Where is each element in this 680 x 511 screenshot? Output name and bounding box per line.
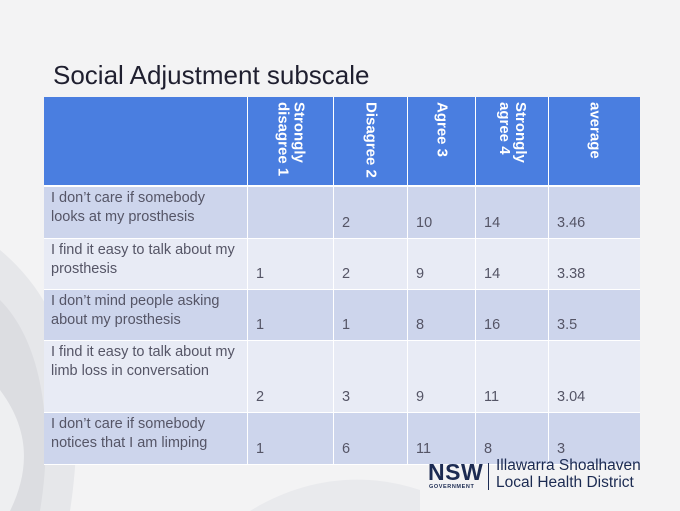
cell-strongly-disagree [248, 187, 334, 239]
cell-strongly-agree: 14 [476, 187, 549, 239]
row-statement: I don’t care if somebody notices that I … [44, 413, 248, 465]
district-name-line2: Local Health District [496, 474, 634, 491]
cell-average: 3.46 [549, 187, 640, 239]
slide-title: Social Adjustment subscale [53, 60, 370, 90]
header-cell-disagree: Disagree 2 [334, 97, 408, 187]
header-cell-strongly-agree: Strongly agree 4 [476, 97, 549, 187]
header-cell-statement [44, 97, 248, 187]
table-row: I don’t care if somebody notices that I … [44, 413, 640, 465]
cell-disagree: 6 [334, 413, 408, 465]
cell-disagree: 1 [334, 290, 408, 341]
cell-strongly-disagree: 1 [248, 239, 334, 290]
row-statement: I don’t care if somebody looks at my pro… [44, 187, 248, 239]
row-statement: I find it easy to talk about my prosthes… [44, 239, 248, 290]
cell-strongly-agree: 11 [476, 341, 549, 413]
table-row: I don’t mind people asking about my pros… [44, 290, 640, 341]
cell-strongly-agree: 16 [476, 290, 549, 341]
survey-table: Strongly disagree 1 Disagree 2 Agree 3 S… [44, 97, 640, 465]
cell-average: 3.5 [549, 290, 640, 341]
table-row: I find it easy to talk about my limb los… [44, 341, 640, 413]
cell-average: 3 [549, 413, 640, 465]
cell-disagree: 3 [334, 341, 408, 413]
header-cell-agree: Agree 3 [408, 97, 476, 187]
table-row: I find it easy to talk about my prosthes… [44, 239, 640, 290]
cell-strongly-agree: 14 [476, 239, 549, 290]
cell-strongly-disagree: 1 [248, 290, 334, 341]
cell-strongly-disagree: 1 [248, 413, 334, 465]
cell-disagree: 2 [334, 187, 408, 239]
cell-agree: 9 [408, 341, 476, 413]
logo-nsw-text: NSW [428, 459, 484, 485]
header-cell-strongly-disagree: Strongly disagree 1 [248, 97, 334, 187]
table-row: I don’t care if somebody looks at my pro… [44, 187, 640, 239]
cell-agree: 11 [408, 413, 476, 465]
cell-agree: 9 [408, 239, 476, 290]
logo-divider [488, 463, 489, 490]
cell-average: 3.38 [549, 239, 640, 290]
table-header-row: Strongly disagree 1 Disagree 2 Agree 3 S… [44, 97, 640, 187]
district-name-line1: Illawarra Shoalhaven [496, 457, 641, 474]
cell-agree: 8 [408, 290, 476, 341]
row-statement: I don’t mind people asking about my pros… [44, 290, 248, 341]
logo-government-text: GOVERNMENT [429, 484, 475, 490]
cell-agree: 10 [408, 187, 476, 239]
cell-strongly-disagree: 2 [248, 341, 334, 413]
header-cell-average: average [549, 97, 640, 187]
cell-average: 3.04 [549, 341, 640, 413]
row-statement: I find it easy to talk about my limb los… [44, 341, 248, 413]
cell-strongly-agree: 8 [476, 413, 549, 465]
cell-disagree: 2 [334, 239, 408, 290]
